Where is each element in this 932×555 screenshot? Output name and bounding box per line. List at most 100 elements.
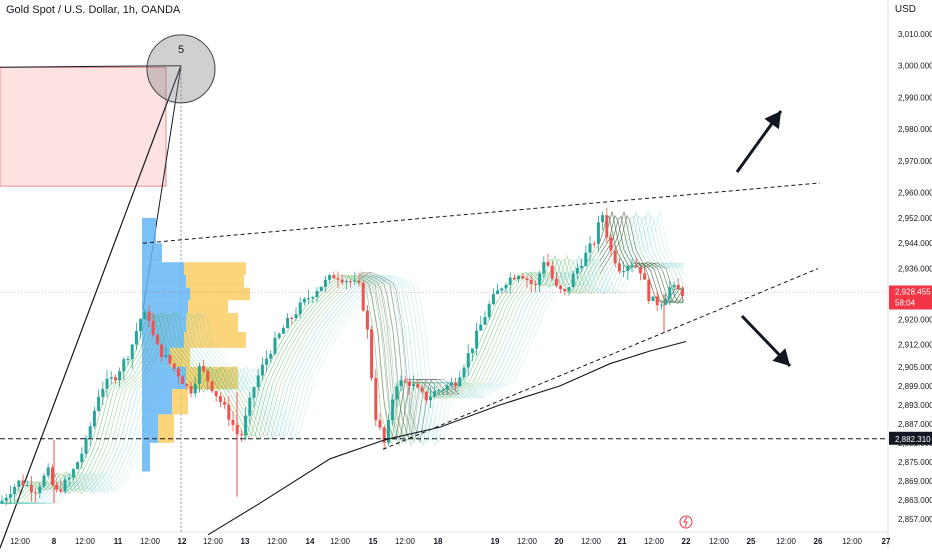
candle-body: [147, 311, 151, 321]
candle-body: [315, 291, 319, 298]
volume-profile-bar: [142, 243, 162, 263]
candle-body: [626, 266, 630, 272]
current-price-countdown: 58:04: [895, 298, 916, 307]
volume-profile-bar: [188, 300, 228, 313]
price-tick-label: 2,920.000: [898, 315, 932, 324]
time-tick-label: 25: [747, 537, 756, 546]
current-price-tag-label: 2,928.455: [895, 287, 931, 296]
price-tick-label: 2,875.000: [898, 458, 932, 467]
volume-profile-bar: [172, 389, 188, 415]
candle-body: [416, 384, 420, 388]
candle-body: [214, 391, 218, 397]
candle-body: [403, 380, 407, 382]
candle-body: [29, 484, 33, 493]
volume-profile-bar: [142, 300, 188, 313]
candle-body: [332, 275, 336, 279]
price-tick-label: 2,980.000: [898, 125, 932, 134]
arrow-up-head: [764, 111, 781, 130]
candle-body: [227, 404, 231, 420]
candle-body: [319, 286, 323, 292]
candle-body: [487, 304, 491, 318]
candle-body: [176, 368, 180, 377]
support-price-tag: [889, 431, 932, 445]
price-tick-label: 2,970.000: [898, 157, 932, 166]
candle-body: [643, 273, 647, 280]
price-tick-label: 2,952.000: [898, 214, 932, 223]
volume-profile-bar: [142, 274, 186, 288]
price-tick-label: 2,990.000: [898, 93, 932, 102]
candle-body: [290, 317, 294, 319]
event-flash-icon: [679, 515, 693, 529]
candle-body: [126, 359, 130, 361]
price-tick-label: 3,010.000: [898, 30, 932, 39]
candle-body: [239, 434, 243, 436]
candle-body: [491, 294, 495, 305]
candle-body: [273, 337, 277, 354]
candle-body: [374, 378, 378, 421]
candle-body: [130, 344, 134, 360]
candle-body: [441, 389, 445, 391]
candle-body: [76, 462, 80, 470]
candle-body: [185, 383, 189, 386]
candle-body: [454, 382, 458, 387]
candle-body: [483, 317, 487, 325]
wedge-lower-line: [382, 268, 819, 450]
candle-body: [13, 486, 17, 495]
time-tick-label: 12:00: [203, 537, 224, 546]
currency-label: USD: [894, 4, 916, 15]
candle-body: [462, 367, 466, 378]
candle-body: [605, 215, 609, 238]
time-tick-label: 12:00: [581, 537, 602, 546]
candle-body: [601, 215, 605, 223]
candle-body: [668, 287, 672, 299]
candle-body: [168, 355, 172, 364]
candle-body: [382, 427, 386, 443]
candle-body: [46, 467, 50, 476]
candle-body: [622, 271, 626, 273]
volume-profile-bar: [158, 414, 174, 443]
candle-body: [475, 330, 479, 349]
candle-body: [71, 469, 75, 478]
candle-body: [676, 284, 680, 290]
candle-body: [34, 492, 38, 494]
candle-body: [223, 401, 227, 405]
candle-body: [193, 383, 197, 394]
candle-body: [160, 344, 164, 357]
candle-body: [424, 391, 428, 401]
candle-body: [529, 279, 533, 284]
price-tick-label: 2,960.000: [898, 188, 932, 197]
candle-body: [433, 391, 437, 397]
price-tick-label: 2,944.000: [898, 239, 932, 248]
price-tick-label: 2,936.000: [898, 265, 932, 274]
ma-ribbon-line: [0, 211, 685, 504]
candle-body: [412, 384, 416, 387]
volume-profile-bar: [142, 414, 158, 443]
time-tick-label: 12:00: [10, 537, 31, 546]
candle-body: [521, 276, 525, 279]
candle-body: [420, 387, 424, 392]
time-tick-label: 22: [682, 537, 691, 546]
candle-body: [458, 377, 462, 387]
candle-body: [680, 289, 684, 297]
price-tick-label: 2,863.000: [898, 496, 932, 505]
price-tick-label: 2,912.000: [898, 341, 932, 350]
time-tick-label: 12:00: [140, 537, 161, 546]
candle-body: [122, 359, 126, 372]
price-tick-label: 2,887.000: [898, 420, 932, 429]
candle-body: [449, 382, 453, 386]
candle-body: [67, 477, 71, 480]
candle-body: [38, 486, 42, 494]
candle-body: [88, 426, 92, 438]
candle-body: [479, 324, 483, 331]
candle-body: [231, 419, 235, 425]
candle-body: [634, 265, 638, 268]
candle-body: [470, 348, 474, 354]
candle-body: [546, 262, 550, 266]
candle-body: [206, 370, 210, 382]
ma-ribbon-line: [0, 211, 685, 504]
candle-body: [370, 329, 374, 379]
candle-body: [378, 420, 382, 428]
time-tick-label: 12:00: [517, 537, 538, 546]
